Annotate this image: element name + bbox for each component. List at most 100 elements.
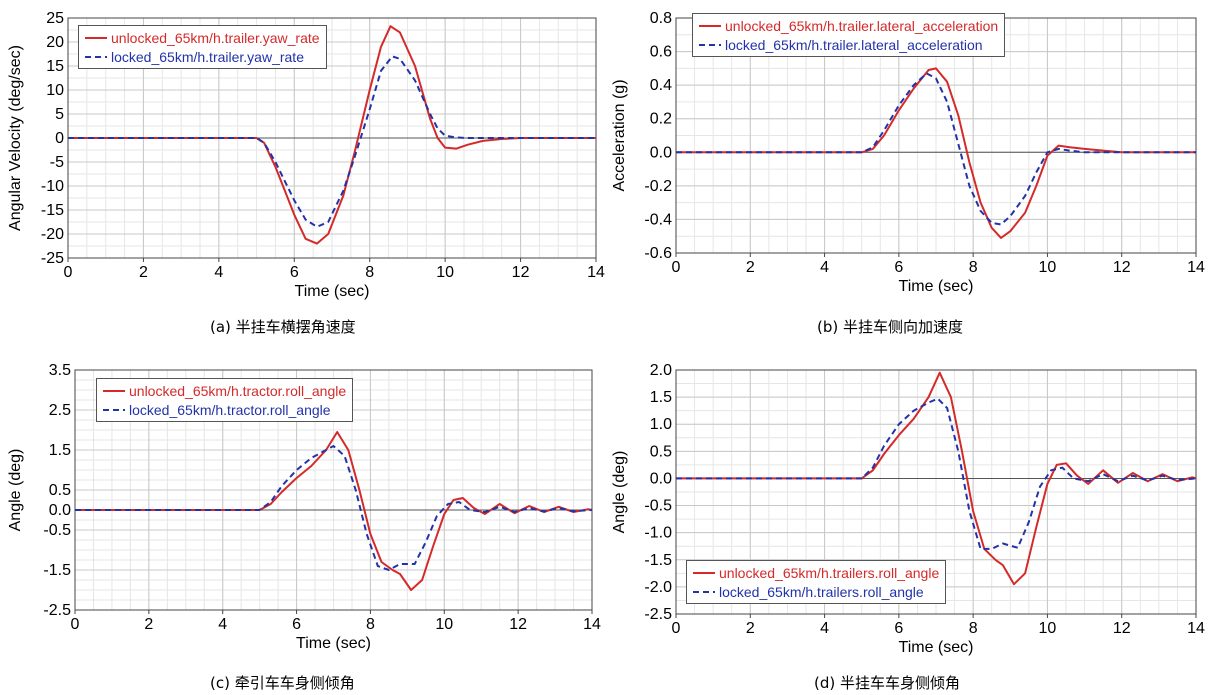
- x-tick-label: 2: [144, 616, 153, 633]
- y-tick-label: -0.5: [644, 498, 672, 515]
- y-tick-label: 5: [55, 106, 64, 123]
- x-tick-label: 6: [290, 264, 299, 281]
- x-tick-label: 14: [583, 616, 601, 633]
- y-axis-title: Angular Velocity (deg/sec): [7, 45, 24, 231]
- x-tick-label: 6: [292, 616, 301, 633]
- x-tick-label: 14: [1187, 620, 1205, 637]
- y-tick-label: -10: [41, 178, 64, 195]
- legend-label-b-0: unlocked_65km/h.trailer.lateral_accelera…: [725, 17, 999, 34]
- legend-a: unlocked_65km/h.trailer.yaw_rate locked_…: [78, 25, 327, 69]
- y-tick-label: 10: [46, 82, 64, 99]
- y-tick-label: 0.0: [650, 144, 672, 161]
- y-tick-label: 0.2: [650, 111, 672, 128]
- chart-panel-c: 0 2 4 6 8 10 12 14 -2.5 -1.5 -0.5 0.0 0.5 1.5 2.5 3.5 Ti…: [0, 348, 604, 695]
- x-tick-label: 14: [587, 264, 605, 281]
- series-line-b-0: [676, 67, 1196, 239]
- legend-label-b-1: locked_65km/h.trailer.lateral_accelerati…: [725, 36, 983, 53]
- x-axis-title: Time (sec): [295, 283, 370, 300]
- legend-item-a-0: unlocked_65km/h.trailer.yaw_rate: [83, 28, 320, 47]
- series-line-a-0: [68, 25, 596, 245]
- series-line-c-0: [75, 431, 593, 591]
- plot-frame: [74, 369, 593, 611]
- y-tick-label: 1.5: [650, 389, 672, 406]
- series-line-b-1: [676, 72, 1196, 226]
- x-tick-label: 10: [1039, 620, 1057, 637]
- y-tick-label: -0.5: [43, 522, 71, 539]
- x-tick-label: 12: [512, 264, 530, 281]
- legend-d: unlocked_65km/h.trailers.roll_angle lock…: [686, 560, 947, 604]
- y-axis-title: Angle (deg): [611, 451, 628, 534]
- plot-frame: [675, 369, 1197, 615]
- chart-svg-a: 0 2 4 6 8 10 12 14 -25 -20 -15 -10 -5 0 5 10 15 20 25 Time …: [7, 10, 605, 300]
- legend-label-d-1: locked_65km/h.trailers.roll_angle: [719, 583, 924, 600]
- x-tick-label: 2: [746, 259, 755, 276]
- y-tick-label: 0.4: [650, 77, 672, 94]
- x-tick-label: 10: [1039, 259, 1057, 276]
- chart-svg-d: 0 2 4 6 8 10 12 14 -2.5 -2.0 -1.5 -1.0 -0.5 0.0 0.5 1.0…: [611, 362, 1205, 656]
- y-tick-label: -2.5: [644, 606, 672, 623]
- y-tick-label: 20: [46, 34, 64, 51]
- caption-b: (b) 半挂车侧向加速度: [817, 318, 963, 336]
- y-tick-label: -0.2: [644, 178, 672, 195]
- y-tick-label: -25: [41, 250, 64, 267]
- x-tick-label: 14: [1187, 259, 1205, 276]
- x-tick-label: 2: [746, 620, 755, 637]
- x-tick-label: 0: [71, 616, 80, 633]
- legend-label-a-1: locked_65km/h.trailer.yaw_rate: [111, 48, 304, 65]
- legend-b: unlocked_65km/h.trailer.lateral_accelera…: [692, 13, 1006, 57]
- x-tick-label: 4: [214, 264, 223, 281]
- legend-item-a-1: locked_65km/h.trailer.yaw_rate: [83, 47, 320, 66]
- y-tick-label: 25: [46, 10, 64, 27]
- x-tick-label: 0: [672, 259, 681, 276]
- legend-c: unlocked_65km/h.tractor.roll_angle locke…: [96, 378, 354, 422]
- x-tick-label: 4: [820, 620, 829, 637]
- x-tick-label: 4: [820, 259, 829, 276]
- x-tick-label: 8: [365, 264, 374, 281]
- y-tick-label: -5: [50, 154, 64, 171]
- y-tick-label: 0.0: [650, 470, 672, 487]
- y-tick-label: 0.8: [650, 10, 672, 27]
- x-axis-title: Time (sec): [899, 639, 974, 656]
- caption-d: (d) 半挂车车身侧倾角: [814, 674, 960, 692]
- series-line-a-1: [68, 55, 596, 228]
- y-tick-label: -1.0: [644, 525, 672, 542]
- y-tick-label: 0.5: [49, 482, 71, 499]
- y-tick-label: 2.0: [650, 362, 672, 379]
- chart-svg-b: 0 2 4 6 8 10 12 14 -0.6 -0.4 -0.2 0.0 0.2 0.4 0.6 0.8 Ti…: [611, 10, 1205, 295]
- y-tick-label: 15: [46, 58, 64, 75]
- y-tick-label: 0.6: [650, 44, 672, 61]
- y-axis-title: Acceleration (g): [611, 79, 628, 191]
- series-line-d-1: [676, 397, 1197, 550]
- x-tick-label: 12: [1113, 620, 1131, 637]
- y-tick-label: 0.0: [49, 502, 71, 519]
- legend-item-d-0: unlocked_65km/h.trailers.roll_angle: [691, 563, 939, 582]
- x-tick-label: 10: [436, 264, 454, 281]
- x-axis-title: Time (sec): [899, 278, 974, 295]
- y-tick-label: -15: [41, 202, 64, 219]
- y-tick-label: -0.4: [644, 211, 672, 228]
- x-tick-label: 0: [672, 620, 681, 637]
- y-axis-title: Angle (deg): [7, 449, 24, 532]
- y-tick-label: -20: [41, 226, 64, 243]
- series-line-c-1: [75, 445, 593, 571]
- chart-panel-d: 0 2 4 6 8 10 12 14 -2.5 -2.0 -1.5 -1.0 -0.5 0.0 0.5 1.0…: [604, 348, 1208, 695]
- y-tick-label: 0.5: [650, 443, 672, 460]
- legend-item-c-0: unlocked_65km/h.tractor.roll_angle: [101, 381, 346, 400]
- x-tick-label: 2: [139, 264, 148, 281]
- chart-panel-b: 0 2 4 6 8 10 12 14 -0.6 -0.4 -0.2 0.0 0.2 0.4 0.6 0.8 Ti…: [604, 0, 1208, 348]
- caption-a: (a) 半挂车横摆角速度: [210, 318, 356, 336]
- x-tick-label: 8: [969, 259, 978, 276]
- y-tick-label: 0: [55, 130, 64, 147]
- y-tick-label: -2.0: [644, 579, 672, 596]
- y-tick-label: -2.5: [43, 602, 71, 619]
- x-tick-label: 6: [894, 620, 903, 637]
- caption-c: (c) 牵引车车身侧倾角: [210, 674, 355, 692]
- legend-item-b-1: locked_65km/h.trailer.lateral_accelerati…: [697, 35, 998, 54]
- x-tick-label: 4: [218, 616, 227, 633]
- y-tick-label: -0.6: [644, 245, 672, 262]
- x-tick-label: 12: [509, 616, 527, 633]
- y-tick-label: -1.5: [644, 552, 672, 569]
- x-tick-label: 10: [435, 616, 453, 633]
- chart-panel-a: 0 2 4 6 8 10 12 14 -25 -20 -15 -10 -5 0 5 10 15 20 25 Time …: [0, 0, 605, 348]
- legend-label-c-0: unlocked_65km/h.tractor.roll_angle: [129, 382, 347, 399]
